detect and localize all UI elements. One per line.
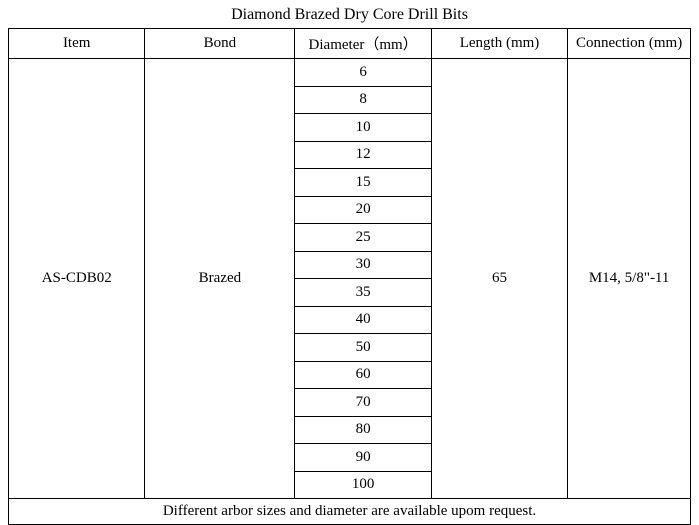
cell-connection: M14, 5/8"-11 <box>568 59 691 499</box>
cell-bond: Brazed <box>145 59 295 499</box>
cell-diameter: 10 <box>295 114 431 142</box>
footer-cell: Different arbor sizes and diameter are a… <box>9 499 691 525</box>
header-bond: Bond <box>145 29 295 59</box>
cell-diameter: 40 <box>295 306 431 334</box>
footer-row: Different arbor sizes and diameter are a… <box>9 499 691 525</box>
cell-diameter: 25 <box>295 224 431 252</box>
cell-diameter: 50 <box>295 334 431 362</box>
header-diameter: Diameter（mm） <box>295 29 431 59</box>
header-length: Length (mm) <box>431 29 567 59</box>
table-title: Diamond Brazed Dry Core Drill Bits <box>0 0 699 28</box>
cell-diameter: 60 <box>295 361 431 389</box>
header-connection: Connection (mm) <box>568 29 691 59</box>
cell-diameter: 100 <box>295 471 431 499</box>
cell-diameter: 70 <box>295 389 431 417</box>
cell-item: AS-CDB02 <box>9 59 145 499</box>
cell-diameter: 12 <box>295 141 431 169</box>
table-body: AS-CDB02 Brazed 6 65 M14, 5/8"-11 8 10 1… <box>9 59 691 525</box>
table-container: Diamond Brazed Dry Core Drill Bits Item … <box>0 0 699 504</box>
cell-diameter: 35 <box>295 279 431 307</box>
cell-diameter: 90 <box>295 444 431 472</box>
cell-diameter: 30 <box>295 251 431 279</box>
cell-diameter: 6 <box>295 59 431 87</box>
header-row: Item Bond Diameter（mm） Length (mm) Conne… <box>9 29 691 59</box>
header-item: Item <box>9 29 145 59</box>
cell-diameter: 20 <box>295 196 431 224</box>
cell-length: 65 <box>431 59 567 499</box>
table-row: AS-CDB02 Brazed 6 65 M14, 5/8"-11 <box>9 59 691 87</box>
cell-diameter: 80 <box>295 416 431 444</box>
spec-table: Item Bond Diameter（mm） Length (mm) Conne… <box>8 28 691 525</box>
cell-diameter: 15 <box>295 169 431 197</box>
cell-diameter: 8 <box>295 86 431 114</box>
